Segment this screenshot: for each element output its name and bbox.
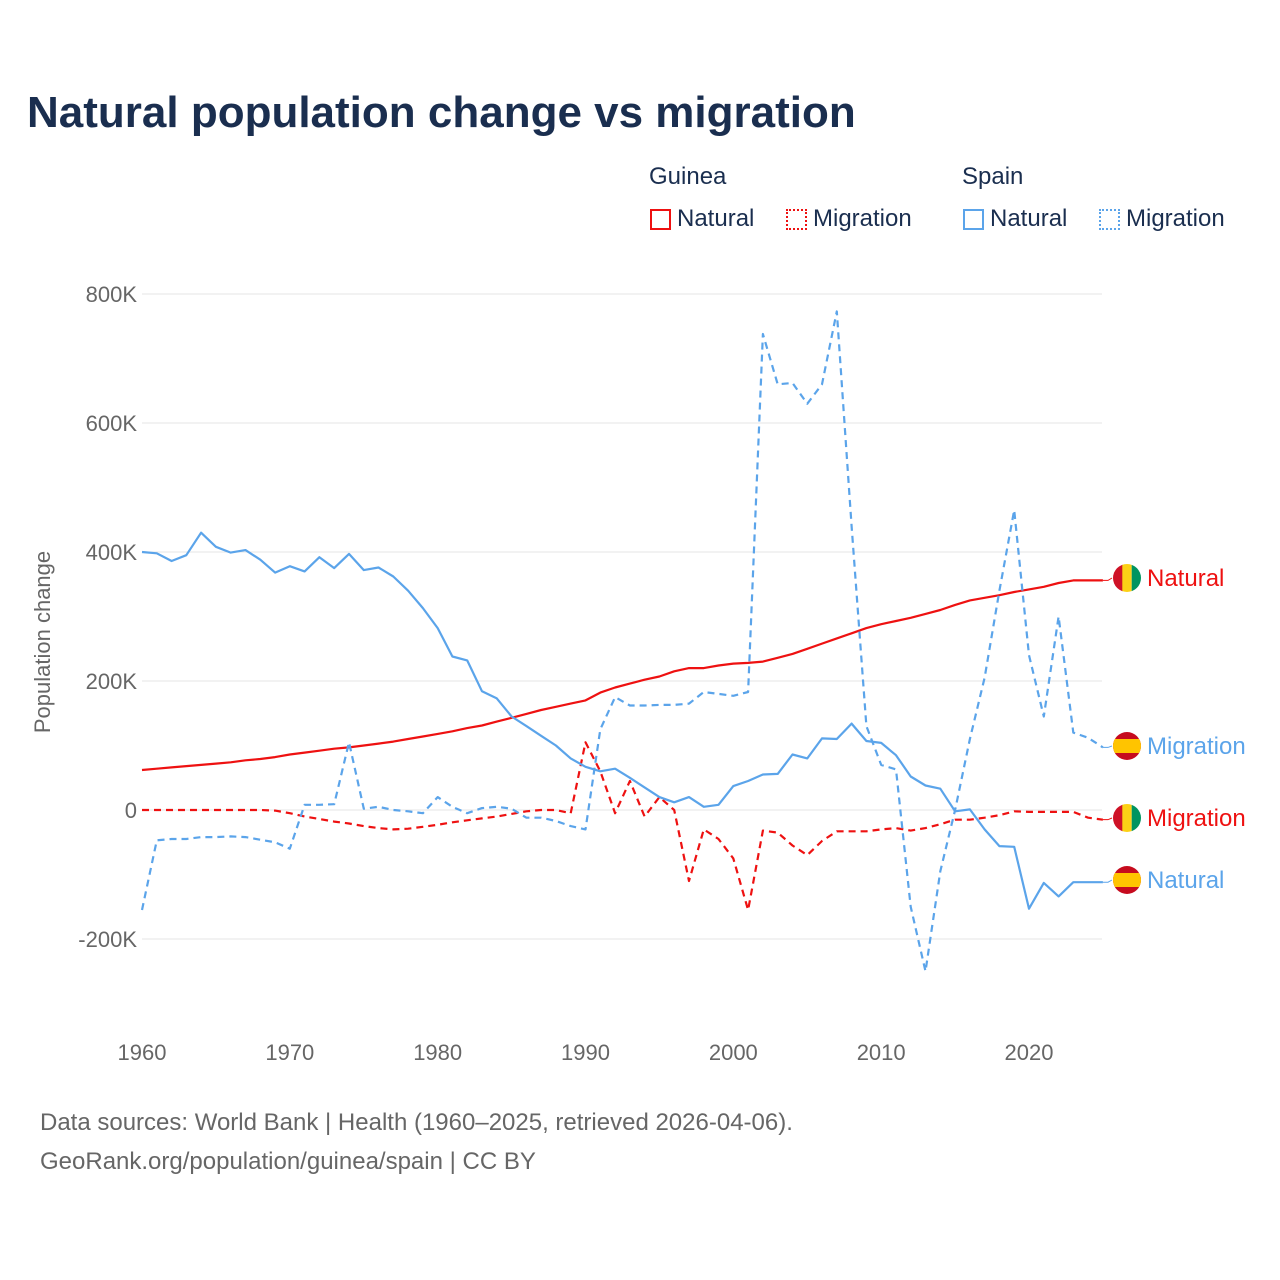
x-tick-label: 1970 — [265, 1040, 314, 1065]
y-axis-label: Population change — [30, 551, 55, 733]
legend-label: Natural — [677, 205, 755, 232]
y-tick-label: 0 — [125, 798, 137, 823]
solid-swatch-icon — [650, 208, 671, 230]
spain-flag-icon — [1113, 732, 1141, 760]
x-tick-label: 1990 — [561, 1040, 610, 1065]
legend-guinea-migration[interactable]: Migration — [786, 205, 912, 233]
legend-group-spain: Spain — [962, 163, 1024, 190]
series-line-guinea-natural — [141, 579, 1103, 772]
legend-guinea-natural[interactable]: Natural — [650, 205, 754, 233]
y-tick-label: 600K — [86, 411, 138, 436]
source-line-2: GeoRank.org/population/guinea/spain | CC… — [40, 1148, 536, 1175]
label-connector — [1102, 817, 1113, 821]
series-line-guinea-migration — [142, 741, 1104, 912]
legend-label: Migration — [1126, 205, 1225, 232]
end-label-guinea-migration: Migration — [1147, 805, 1246, 832]
x-tick-label: 2010 — [857, 1040, 906, 1065]
legend-label: Migration — [813, 205, 912, 232]
y-tick-label: 800K — [86, 282, 138, 307]
y-tick-label: -200K — [78, 927, 137, 952]
y-tick-label: 200K — [86, 669, 138, 694]
end-label-spain-migration: Migration — [1147, 733, 1246, 760]
guinea-flag-icon — [1113, 804, 1141, 832]
end-label-spain-natural: Natural — [1147, 867, 1224, 894]
chart-title: Natural population change vs migration — [27, 88, 856, 137]
source-line-1: Data sources: World Bank | Health (1960–… — [40, 1109, 793, 1136]
legend-group-guinea: Guinea — [649, 163, 727, 190]
y-tick-label: 400K — [86, 540, 138, 565]
label-connector — [1102, 745, 1113, 748]
label-connector — [1102, 879, 1113, 883]
x-tick-label: 2000 — [709, 1040, 758, 1065]
legend-spain-natural[interactable]: Natural — [963, 205, 1067, 233]
legend-label: Natural — [990, 205, 1068, 232]
spain-flag-icon — [1113, 866, 1141, 894]
guinea-flag-icon — [1113, 564, 1141, 592]
end-label-guinea-natural: Natural — [1147, 565, 1224, 592]
x-tick-label: 1980 — [413, 1040, 462, 1065]
dotted-swatch-icon — [786, 208, 807, 230]
series-line-spain-natural — [141, 531, 1103, 910]
dotted-swatch-icon — [1099, 208, 1120, 230]
x-tick-label: 1960 — [118, 1040, 167, 1065]
series-line-spain-migration — [140, 310, 1104, 973]
label-connector — [1102, 577, 1113, 581]
solid-swatch-icon — [963, 208, 984, 230]
legend-spain-migration[interactable]: Migration — [1099, 205, 1225, 233]
x-tick-label: 2020 — [1005, 1040, 1054, 1065]
